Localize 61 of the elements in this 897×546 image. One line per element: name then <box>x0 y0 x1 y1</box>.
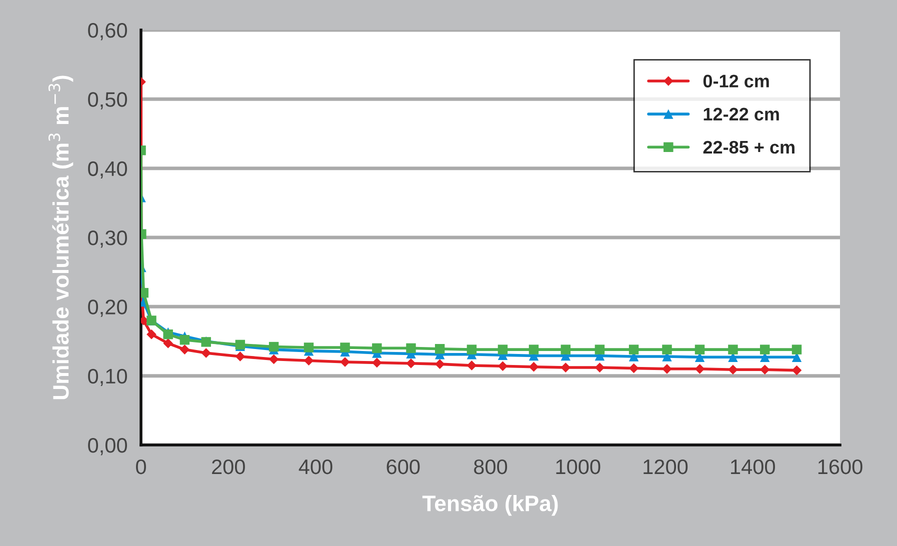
point <box>760 364 770 375</box>
point <box>528 344 539 354</box>
point <box>268 354 279 364</box>
point <box>466 360 477 370</box>
point <box>340 342 350 352</box>
x-tick-label: 200 <box>212 459 245 474</box>
y-tick-label: 0,50 <box>88 92 127 110</box>
point <box>268 342 279 352</box>
point <box>304 342 314 352</box>
point <box>594 362 605 372</box>
point <box>792 344 802 354</box>
x-tick-label: 1400 <box>731 459 775 474</box>
point <box>372 358 382 368</box>
point <box>560 344 571 354</box>
point <box>180 344 190 354</box>
point <box>434 344 445 354</box>
x-tick-label: 1200 <box>644 459 688 474</box>
point <box>304 356 314 366</box>
x-tick-label: 800 <box>474 459 508 474</box>
legend-label: 22-85 + cm <box>703 140 794 154</box>
x-tick-label: 1000 <box>556 459 600 474</box>
y-tick-label: 0,30 <box>88 230 127 248</box>
point <box>560 362 571 372</box>
legend-label: 0-12 cm <box>703 74 769 88</box>
point <box>694 364 705 374</box>
x-tick-label: 600 <box>386 459 420 474</box>
point <box>694 344 705 354</box>
point <box>792 365 802 376</box>
y-tick-label: 0,60 <box>88 23 127 40</box>
y-tick-label: 0,10 <box>88 368 127 386</box>
point <box>434 359 445 369</box>
point <box>340 357 350 367</box>
y-axis-title: Umidade volumétrica (m$^{3}$ m$^{−3}$) <box>48 76 74 400</box>
x-tick-label: 1600 <box>818 459 862 474</box>
point <box>466 344 477 354</box>
y-tick-label: 0,00 <box>88 438 127 456</box>
point <box>146 329 156 340</box>
point <box>662 344 672 354</box>
point <box>760 344 770 354</box>
point <box>628 363 639 374</box>
point <box>662 364 672 374</box>
legend-label: 12-22 cm <box>704 108 779 121</box>
point <box>235 352 246 362</box>
point <box>498 344 508 354</box>
point <box>498 361 508 372</box>
y-tick-label: 0,20 <box>88 300 127 317</box>
point <box>406 343 416 354</box>
point <box>594 344 605 354</box>
point <box>201 348 212 358</box>
x-tick-label: 400 <box>298 459 332 474</box>
x-axis-title: Tensão (kPa) <box>422 494 558 516</box>
y-tick-label: 0,40 <box>88 161 127 179</box>
point <box>728 364 738 375</box>
point <box>163 338 173 348</box>
x-tick-label: 0 <box>136 459 146 474</box>
point <box>406 358 416 368</box>
point <box>528 362 539 372</box>
point <box>372 343 382 354</box>
point <box>628 344 639 354</box>
point <box>728 344 738 354</box>
point <box>180 335 190 345</box>
